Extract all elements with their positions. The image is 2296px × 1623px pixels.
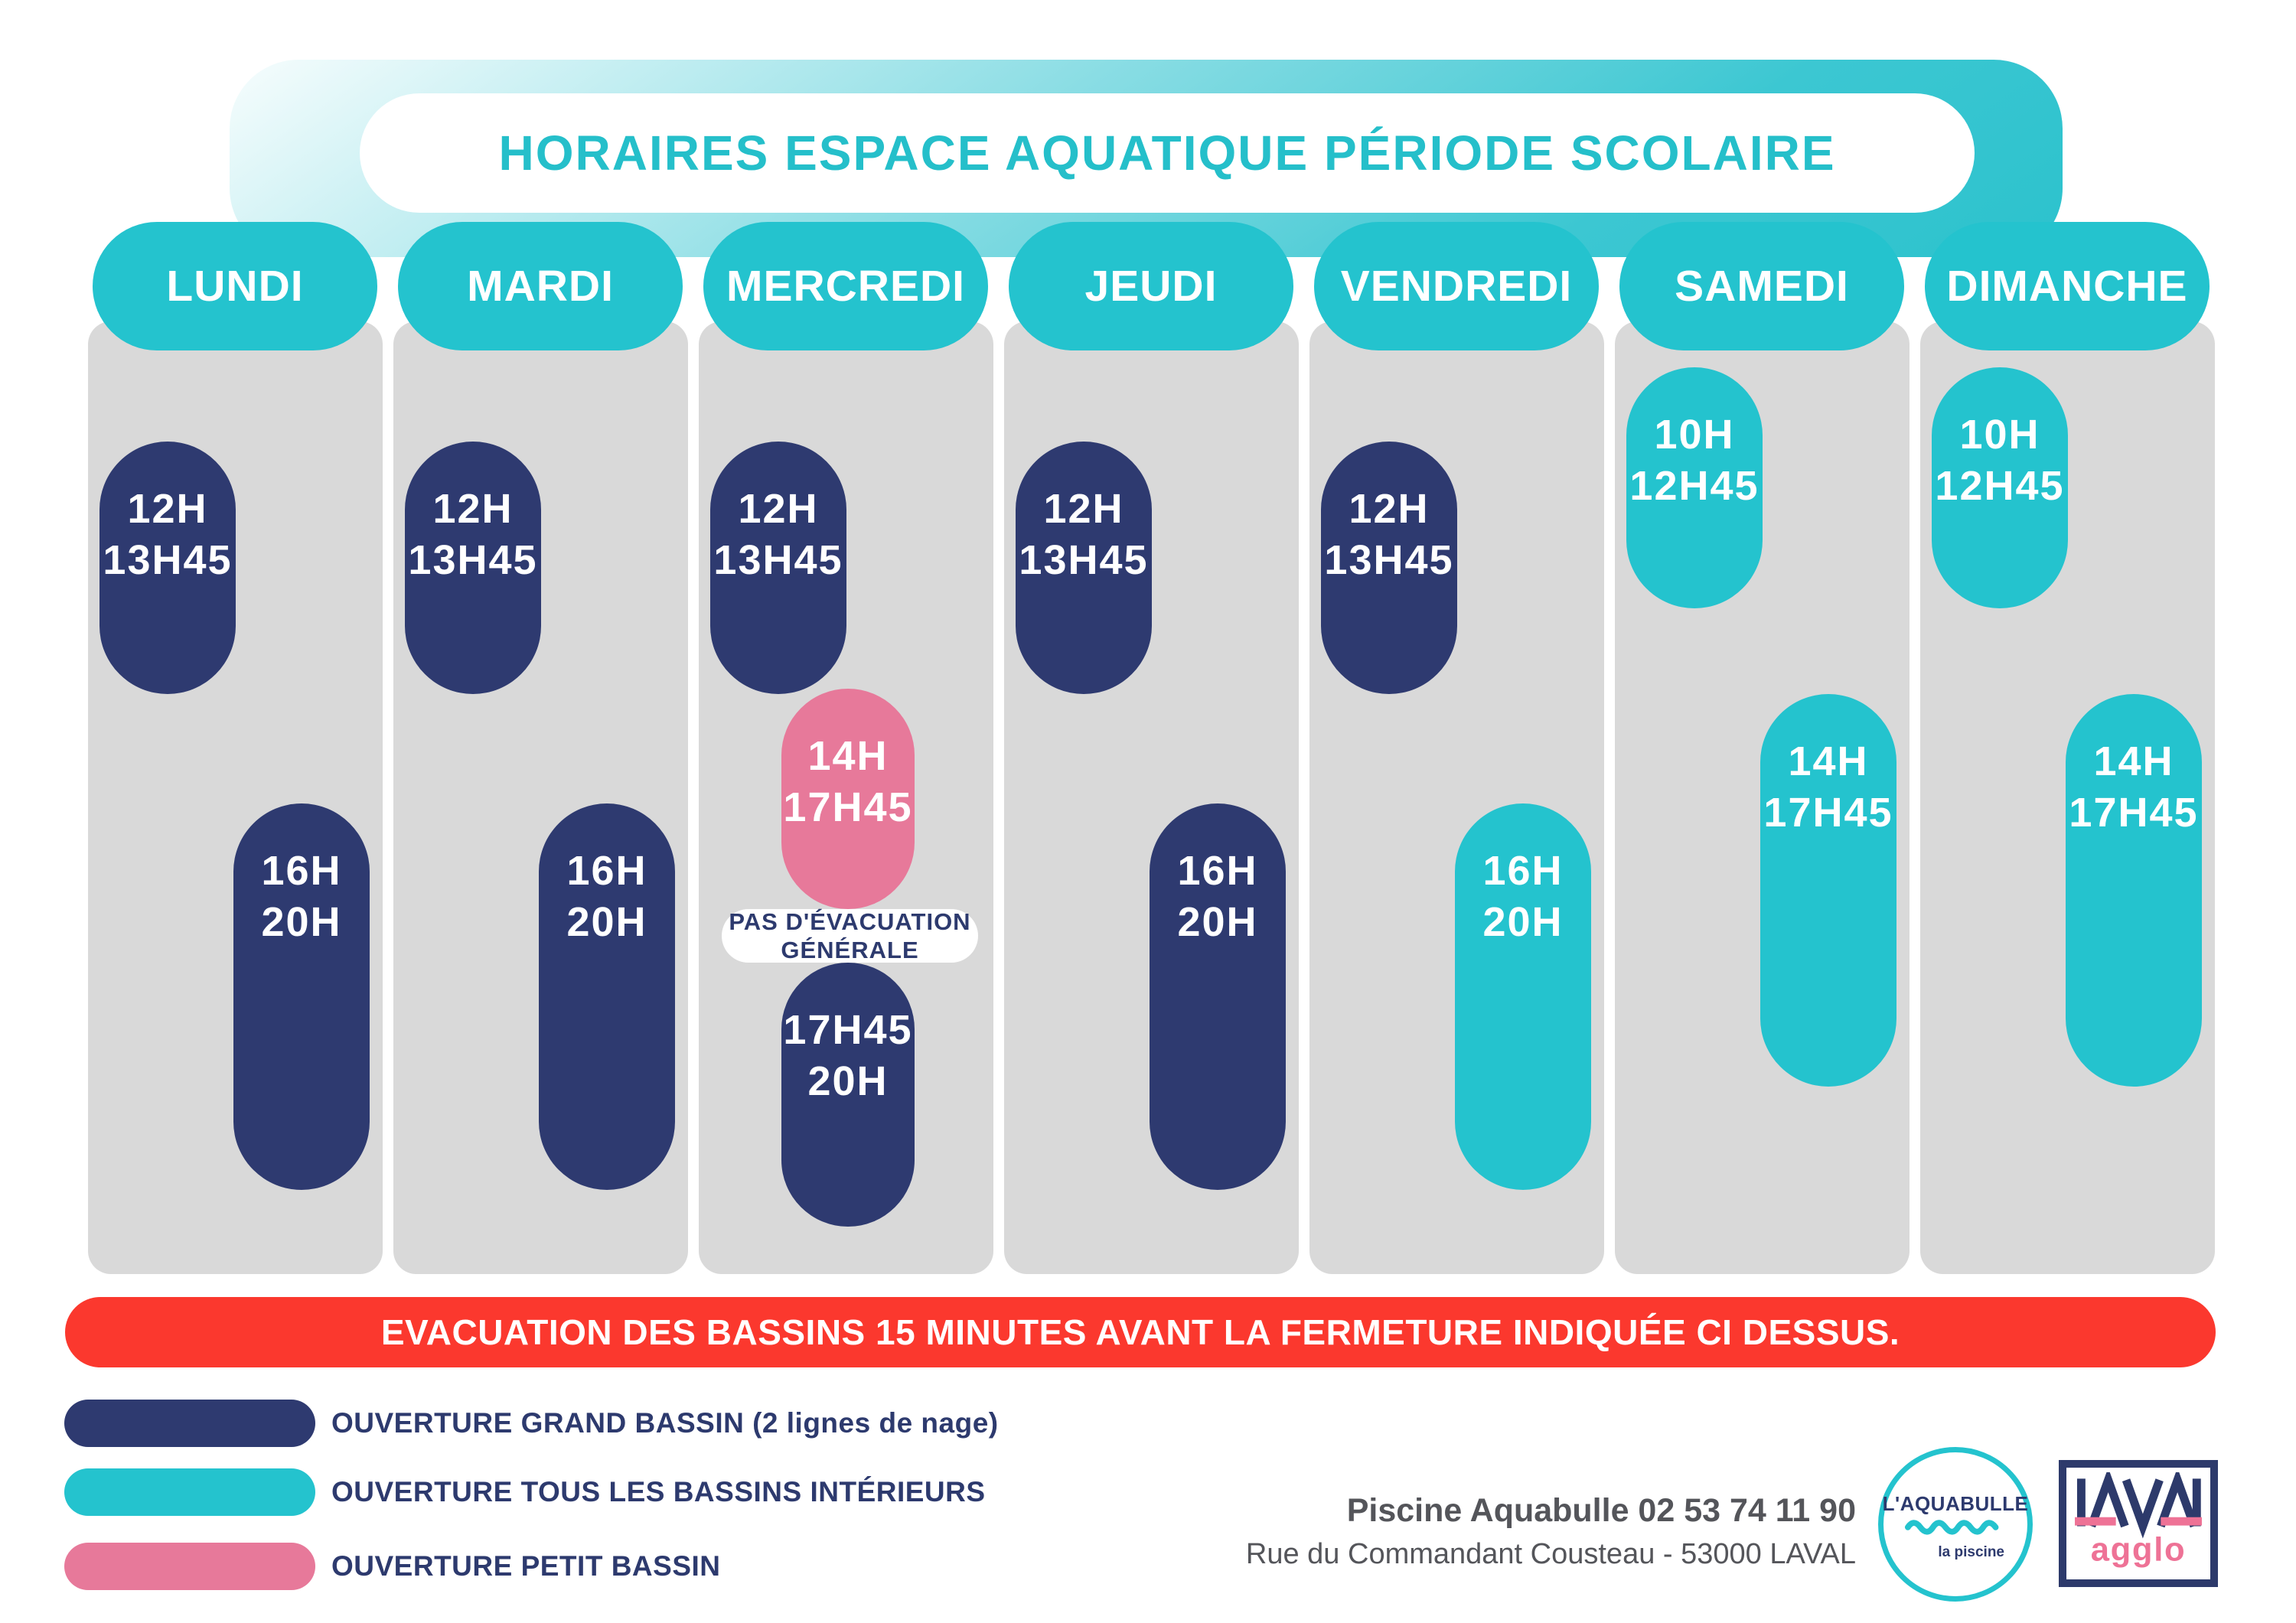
- time-slot-pill: 14H 17H45: [781, 689, 915, 909]
- slot-text-line: 10H: [1654, 412, 1735, 458]
- day-label: MERCREDI: [726, 262, 965, 311]
- day-header: LUNDI: [93, 222, 377, 350]
- slot-text-line: 17H45: [783, 1007, 913, 1053]
- evacuation-banner: EVACUATION DES BASSINS 15 MINUTES AVANT …: [65, 1297, 2216, 1367]
- time-slot-pill: 12H 13H45: [1321, 442, 1457, 694]
- slot-text-line: 13H45: [1019, 537, 1149, 583]
- laval-wordmark-icon: agglo: [2071, 1467, 2206, 1576]
- evacuation-note-pill: PAS D'ÉVACUATION GÉNÉRALE: [722, 908, 978, 963]
- slot-text-line: 16H: [261, 848, 342, 894]
- slot-text-line: 10H: [1959, 412, 2040, 458]
- contact-phone: Piscine Aquabulle 02 53 74 11 90: [1346, 1492, 1856, 1529]
- legend-swatch-petit_bassin: [64, 1543, 315, 1590]
- time-slot-pill: 12H 13H45: [710, 442, 846, 694]
- day-label: SAMEDI: [1675, 262, 1849, 311]
- laval-agglo-label: agglo: [2091, 1531, 2187, 1568]
- time-slot-pill: 12H 13H45: [1016, 442, 1152, 694]
- slot-text-line: 17H45: [2069, 790, 2199, 836]
- day-column-vendredi: VENDREDI 12H 13H45 16H 20H: [1309, 0, 1604, 1301]
- day-column-lundi: LUNDI 12H 13H45 16H 20H: [88, 0, 383, 1301]
- legend-label: OUVERTURE TOUS LES BASSINS INTÉRIEURS: [331, 1476, 986, 1507]
- slot-text-line: 12H: [738, 486, 819, 532]
- page-title: HORAIRES ESPACE AQUATIQUE PÉRIODE SCOLAI…: [498, 125, 1836, 181]
- slot-text-line: 20H: [1482, 899, 1564, 945]
- slot-text-line: 20H: [261, 899, 342, 945]
- day-label: LUNDI: [166, 262, 304, 311]
- day-label: MARDI: [467, 262, 614, 311]
- time-slot-pill: 10H 12H45: [1932, 367, 2068, 608]
- slot-text-line: 12H: [127, 486, 208, 532]
- day-label: JEUDI: [1084, 262, 1218, 311]
- aquabulle-logo: L'AQUABULLE la piscine: [1878, 1447, 2033, 1602]
- legend-swatch-grand_bassin: [64, 1400, 315, 1447]
- time-slot-pill: 16H 20H: [1455, 803, 1591, 1190]
- slot-text-line: 12H: [1043, 486, 1124, 532]
- wave-icon: [1904, 1516, 2007, 1540]
- slot-text-line: 14H: [2093, 738, 2174, 784]
- slot-text-line: 20H: [1177, 899, 1258, 945]
- legend-swatch-tous_bassins: [64, 1468, 315, 1516]
- time-slot-pill: 14H 17H45: [1760, 694, 1896, 1087]
- slot-text-line: 14H: [1788, 738, 1869, 784]
- day-label: VENDREDI: [1340, 262, 1573, 311]
- slot-text-line: 14H: [807, 733, 889, 779]
- legend-label: OUVERTURE PETIT BASSIN: [331, 1550, 721, 1582]
- day-column-jeudi: JEUDI 12H 13H45 16H 20H: [1004, 0, 1299, 1301]
- slot-text-line: 13H45: [408, 537, 538, 583]
- day-header: MERCREDI: [703, 222, 988, 350]
- aquabulle-logo-tagline: la piscine: [1938, 1544, 2004, 1560]
- time-slot-pill: 12H 13H45: [405, 442, 541, 694]
- slot-text-line: 20H: [807, 1058, 889, 1104]
- day-header: JEUDI: [1009, 222, 1293, 350]
- day-column-mardi: MARDI 12H 13H45 16H 20H: [393, 0, 688, 1301]
- slot-text-line: 12H: [1349, 486, 1430, 532]
- day-header: DIMANCHE: [1925, 222, 2210, 350]
- slot-text-line: 13H45: [103, 537, 233, 583]
- slot-text-line: 16H: [566, 848, 647, 894]
- day-header: VENDREDI: [1314, 222, 1599, 350]
- slot-text-line: 12H45: [1629, 463, 1760, 509]
- slot-text-line: 20H: [566, 899, 647, 945]
- time-slot-pill: 16H 20H: [233, 803, 370, 1190]
- time-slot-pill: 12H 13H45: [99, 442, 236, 694]
- slot-text-line: 13H45: [1324, 537, 1454, 583]
- aquabulle-logo-name: L'AQUABULLE: [1882, 1492, 2029, 1515]
- day-column-dimanche: DIMANCHE 10H 12H45 14H 17H45: [1920, 0, 2215, 1301]
- slot-text-line: 17H45: [783, 784, 913, 830]
- slot-text-line: 16H: [1177, 848, 1258, 894]
- time-slot-pill: 17H45 20H: [781, 963, 915, 1227]
- time-slot-pill: 14H 17H45: [2066, 694, 2202, 1087]
- slot-text-line: 17H45: [1763, 790, 1893, 836]
- slot-text-line: 16H: [1482, 848, 1564, 894]
- evacuation-banner-text: EVACUATION DES BASSINS 15 MINUTES AVANT …: [380, 1312, 1900, 1352]
- slot-text-line: 12H45: [1935, 463, 2065, 509]
- time-slot-pill: 10H 12H45: [1626, 367, 1763, 608]
- day-column-mercredi: MERCREDI 12H 13H45 14H 17H45 PAS D'ÉVACUATION…: [699, 0, 993, 1301]
- legend-label: OUVERTURE GRAND BASSIN (2 lignes de nage…: [331, 1407, 999, 1439]
- day-header: SAMEDI: [1619, 222, 1904, 350]
- laval-agglo-logo: agglo: [2059, 1460, 2218, 1587]
- day-column-samedi: SAMEDI 10H 12H45 14H 17H45: [1615, 0, 1910, 1301]
- slot-text-line: 13H45: [713, 537, 843, 583]
- contact-address: Rue du Commandant Cousteau - 53000 LAVAL: [1245, 1538, 1856, 1570]
- time-slot-pill: 16H 20H: [1150, 803, 1286, 1190]
- slot-text-line: 12H: [432, 486, 514, 532]
- day-label: DIMANCHE: [1946, 262, 2188, 311]
- slot-text-line: GÉNÉRALE: [781, 937, 919, 963]
- day-header: MARDI: [398, 222, 683, 350]
- slot-text-line: PAS D'ÉVACUATION: [729, 908, 971, 935]
- time-slot-pill: 16H 20H: [539, 803, 675, 1190]
- title-pill: HORAIRES ESPACE AQUATIQUE PÉRIODE SCOLAI…: [360, 93, 1975, 213]
